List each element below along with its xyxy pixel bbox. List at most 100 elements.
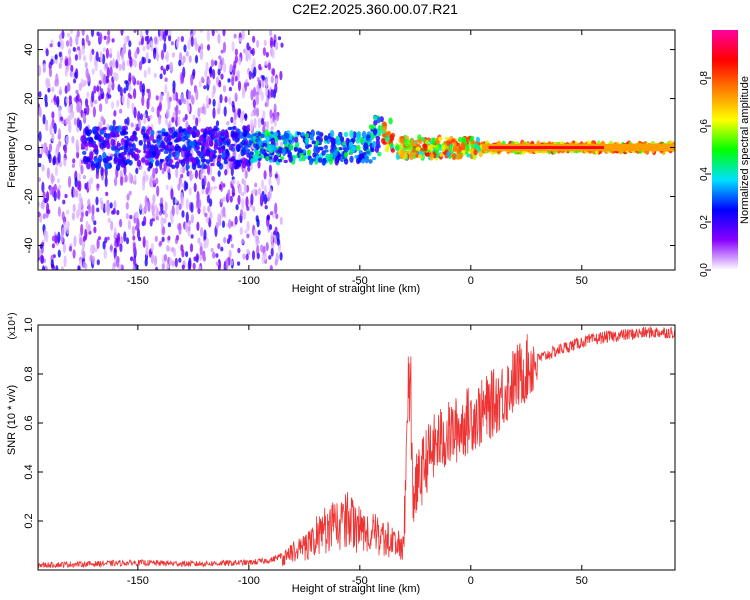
heatmap-cell [274,83,278,94]
heatmap-cell [208,67,212,74]
heatmap-cell [259,154,265,159]
heatmap-cell [185,181,189,190]
heatmap-cell [220,73,224,79]
heatmap-cell [149,114,153,120]
heatmap-cell [198,80,202,88]
heatmap-cell [89,254,93,263]
heatmap-cell [321,158,326,166]
heatmap-cell [50,259,54,268]
heatmap-cell [328,153,334,158]
heatmap-cell [94,157,99,163]
heatmap-cell [80,164,84,175]
heatmap-cell [238,37,242,43]
heatmap-cell [109,48,113,55]
heatmap-cell [78,180,82,192]
heatmap-cell [234,75,238,82]
heatmap-cell [69,71,73,78]
snr-ytick-label: 0.8 [23,366,35,381]
heatmap-cell [274,202,278,215]
heatmap-cell [41,164,45,172]
heatmap-cell [195,145,200,151]
heatmap-cell [266,120,270,130]
heatmap-cell [221,152,226,159]
heatmap-cell [163,210,167,215]
heatmap-cell [166,245,170,252]
heatmap-cell [178,257,182,263]
heatmap-cell [133,174,137,186]
heatmap-cell [234,132,239,137]
heatmap-cell [192,30,196,36]
heatmap-cell [109,202,113,209]
heatmap-cell [150,42,154,52]
heatmap-cell [62,199,66,205]
heatmap-cell [178,230,182,235]
heatmap-cell [217,259,221,270]
heatmap-cell [92,106,96,118]
snr-frame [37,324,676,571]
heatmap-cell [133,88,137,100]
heatmap-cell [161,141,166,148]
heatmap-cell [228,96,232,105]
heatmap-cell [182,98,187,105]
heatmap-cell [91,255,96,265]
heatmap-cell [193,37,197,46]
snr-series-line [38,326,675,569]
heatmap-cell [250,157,255,164]
heatmap-cell [478,150,484,158]
heatmap-cell [71,212,76,221]
heatmap-cell [164,213,168,218]
heatmap-cell [115,72,119,82]
heatmap-cell [71,135,75,144]
heatmap-cell [168,30,172,37]
heatmap-cell [254,150,260,156]
heatmap-cell [177,183,181,191]
heatmap-cell [233,120,237,126]
heatmap-cell [200,226,204,237]
heatmap-cell [199,48,203,60]
heatmap-cell [127,219,131,230]
heatmap-cell [303,155,309,160]
heatmap-cell [63,255,67,268]
heatmap-cell [248,140,253,146]
heatmap-cell [176,98,181,104]
heatmap-cell [183,129,189,136]
heatmap-cell [145,239,149,250]
heatmap-cell [265,51,269,58]
heatmap-cell [211,90,215,99]
heatmap-cell [95,172,99,180]
heatmap-cell [54,54,58,60]
heatmap-cell [230,116,234,124]
heatmap-cell [108,81,112,89]
heatmap-cell [240,112,244,124]
heatmap-cell [180,159,186,167]
heatmap-cell [264,194,268,205]
heatmap-cell [116,142,122,147]
heatmap-cell [90,244,94,255]
heatmap-cell [230,243,234,249]
heatmap-cell [106,78,110,84]
heatmap-cell [167,235,171,241]
heatmap-cell [160,159,165,162]
heatmap-cell [456,147,461,155]
heatmap-cell [365,150,371,155]
heatmap-cell [304,137,309,144]
heatmap-cell [390,148,395,153]
heatmap-cell [96,259,100,266]
heatmap-cell [139,30,143,39]
heatmap-cell [125,158,131,164]
heatmap-cell [46,78,51,83]
heatmap-cell [241,139,246,146]
heatmap-cell [142,46,146,52]
heatmap-cell [96,207,100,213]
heatmap-cell [190,36,194,47]
heatmap-cell [217,154,222,159]
heatmap-cell [272,68,276,77]
heatmap-cell [339,136,345,142]
heatmap-cell [119,243,123,253]
heatmap-cell [348,141,354,148]
heatmap-cell [269,30,273,37]
heatmap-cell [110,220,114,231]
heatmap-cell [57,206,62,217]
heatmap-cell [381,133,387,138]
heatmap-cell [260,91,264,102]
